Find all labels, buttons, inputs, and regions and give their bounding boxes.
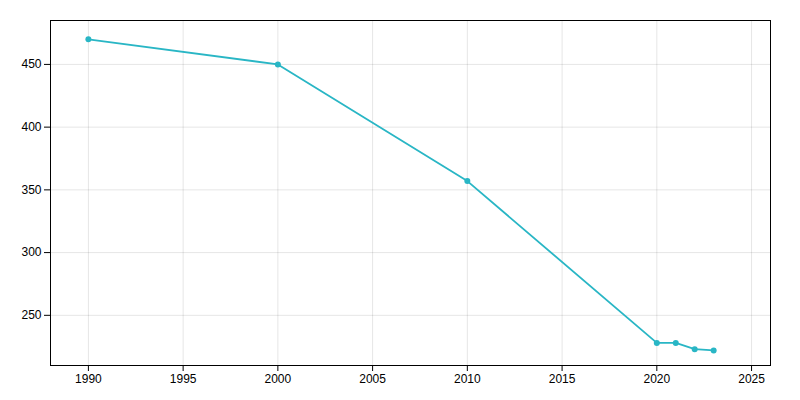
svg-text:1990: 1990 xyxy=(75,372,102,386)
svg-text:2015: 2015 xyxy=(549,372,576,386)
svg-text:400: 400 xyxy=(21,120,41,134)
svg-text:2025: 2025 xyxy=(738,372,765,386)
svg-text:2010: 2010 xyxy=(454,372,481,386)
svg-text:350: 350 xyxy=(21,183,41,197)
svg-text:450: 450 xyxy=(21,57,41,71)
svg-text:1995: 1995 xyxy=(170,372,197,386)
svg-text:250: 250 xyxy=(21,308,41,322)
svg-text:2005: 2005 xyxy=(359,372,386,386)
svg-text:2020: 2020 xyxy=(643,372,670,386)
svg-text:2000: 2000 xyxy=(265,372,292,386)
svg-text:300: 300 xyxy=(21,245,41,259)
